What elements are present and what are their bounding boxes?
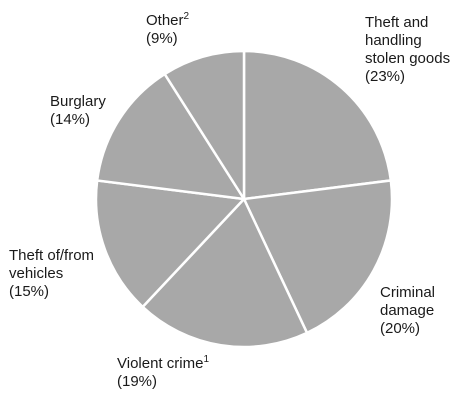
- slice-label-line: Other: [146, 12, 184, 29]
- pie-slice-5: [162, 49, 246, 204]
- slice-percent: (9%): [146, 30, 178, 47]
- pie-slice-2: [140, 196, 309, 349]
- slice-label-line: Theft and: [365, 14, 429, 31]
- slice-label-line: Burglary: [50, 93, 106, 110]
- slice-label-line: Criminal: [380, 284, 436, 301]
- pie-slice-1: [242, 179, 394, 335]
- slice-label-text: stolen goods: [365, 50, 450, 68]
- slice-label-1: Criminal damage (20%): [380, 284, 435, 338]
- slice-label-4: Burglary (14%): [50, 93, 106, 129]
- slice-label-line: damage: [380, 302, 435, 319]
- slice-label-text: damage: [380, 302, 435, 320]
- slice-label-text: Theft and: [365, 14, 450, 32]
- slice-label-line: Theft of/from: [9, 247, 95, 264]
- slice-label-line: Violent crime: [117, 355, 204, 372]
- slice-label-text: Criminal: [380, 284, 435, 302]
- slice-label-line: handling: [365, 32, 422, 49]
- slice-label-3: Theft of/from vehicles (15%): [9, 247, 94, 301]
- slice-label-text: vehicles: [9, 265, 94, 283]
- slice-label-text: Other2: [146, 12, 189, 30]
- slice-label-0: Theft and handling stolen goods (23%): [365, 14, 450, 86]
- slice-label-line: stolen goods: [365, 50, 451, 67]
- slice-label-text: handling: [365, 32, 450, 50]
- footnote-marker: 1: [203, 354, 209, 365]
- pie-slice-4: [95, 72, 247, 201]
- pie-slice-0: [242, 49, 393, 201]
- slice-percent: (20%): [380, 320, 421, 337]
- slice-percent: (19%): [117, 373, 158, 390]
- slice-label-text: Theft of/from: [9, 247, 94, 265]
- footnote-marker: 2: [183, 11, 190, 22]
- slice-label-2: Violent crime1 (19%): [117, 355, 209, 391]
- slice-percent: (15%): [9, 283, 50, 300]
- slice-label-5: Other2 (9%): [146, 12, 189, 48]
- slice-label-line: vehicles: [9, 265, 64, 282]
- slice-label-text: Violent crime1: [117, 355, 209, 373]
- slice-label-text: Burglary: [50, 93, 106, 111]
- pie-slice-3: [94, 179, 247, 309]
- slice-percent: (23%): [365, 68, 406, 85]
- slice-percent: (14%): [50, 111, 91, 128]
